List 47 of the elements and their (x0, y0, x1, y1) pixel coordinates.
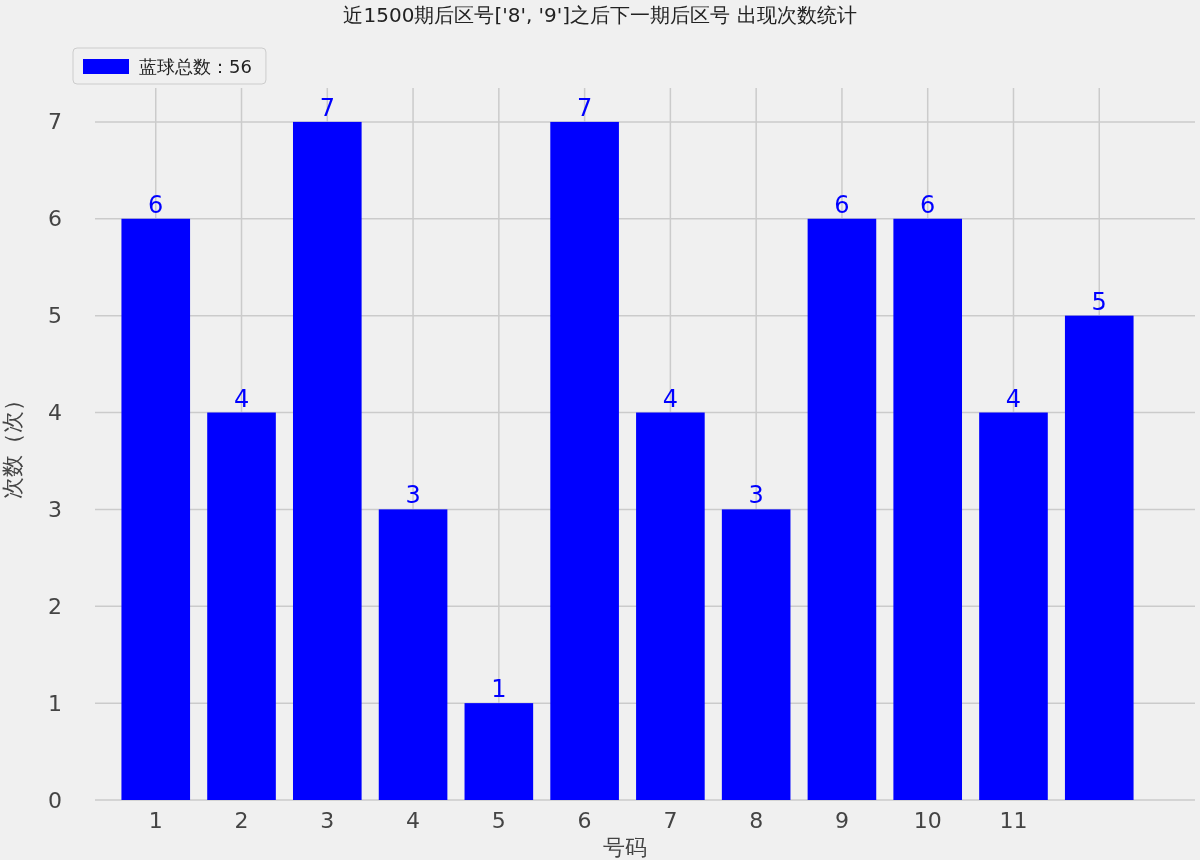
data-label: 3 (405, 481, 421, 510)
bar (121, 218, 191, 800)
y-tick-label: 2 (48, 593, 62, 619)
bar (807, 218, 877, 800)
data-label: 4 (662, 384, 679, 413)
bar (464, 703, 534, 800)
data-label: 6 (148, 190, 164, 219)
bar (292, 121, 362, 800)
bar (550, 121, 619, 800)
x-tick-label: 10 (913, 807, 942, 833)
data-label: 4 (233, 384, 250, 413)
data-label: 7 (576, 93, 593, 122)
legend-label: 蓝球总数：56 (139, 56, 252, 77)
x-tick-label: 11 (999, 807, 1028, 833)
data-label: 5 (1091, 287, 1107, 316)
y-tick-label: 1 (48, 690, 62, 716)
x-tick-label: 4 (406, 807, 421, 833)
x-tick-label: 5 (491, 807, 506, 833)
bar (636, 412, 705, 800)
x-tick-label: 7 (663, 807, 678, 833)
x-tick-label: 6 (577, 807, 592, 833)
bar (1064, 315, 1134, 800)
bar (207, 412, 276, 800)
data-label: 1 (491, 675, 507, 704)
x-tick-label: 3 (320, 807, 335, 833)
y-axis-title: 次数（次） (0, 389, 25, 499)
x-tick-label: 2 (234, 807, 249, 833)
x-axis-title: 号码 (603, 835, 647, 860)
data-label: 6 (834, 190, 850, 219)
bar (378, 509, 448, 800)
y-tick-label: 6 (48, 206, 62, 232)
x-tick-label: 1 (148, 807, 163, 833)
y-tick-label: 3 (48, 496, 62, 522)
data-label: 6 (920, 190, 936, 219)
y-tick-label: 0 (48, 787, 62, 813)
x-tick-label: 8 (749, 807, 764, 833)
y-tick-label: 4 (48, 400, 62, 426)
bar (721, 509, 791, 800)
data-label: 4 (1005, 384, 1022, 413)
data-label: 3 (748, 481, 764, 510)
data-label: 7 (319, 93, 335, 122)
x-tick-label: 9 (834, 807, 849, 833)
chart-title: 近1500期后区号['8', '9']之后下一期后区号 出现次数统计 (343, 3, 857, 27)
bar (893, 218, 963, 800)
y-tick-label: 7 (48, 109, 62, 135)
bar (979, 412, 1048, 800)
y-tick-label: 5 (48, 303, 62, 329)
